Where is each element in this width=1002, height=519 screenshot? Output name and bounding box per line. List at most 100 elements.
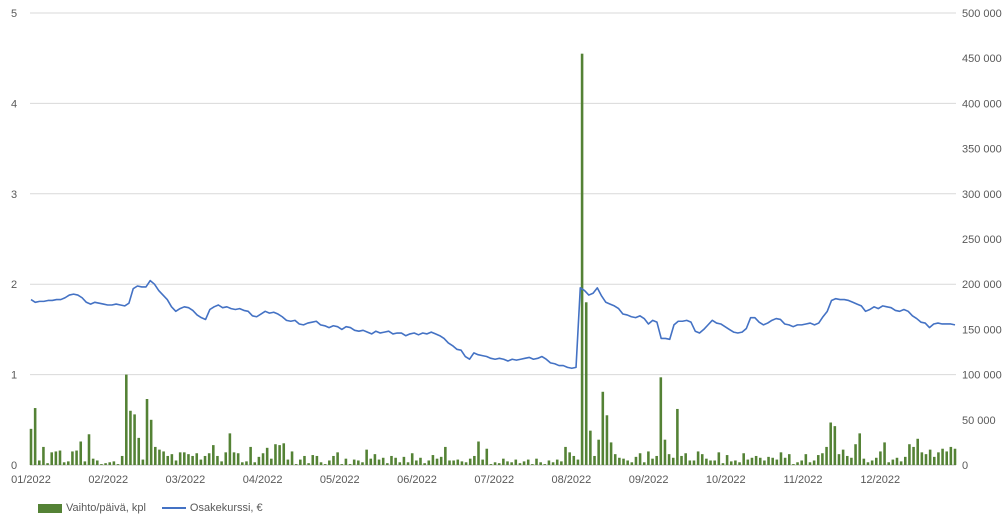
- volume-bar: [145, 399, 149, 465]
- volume-bar: [953, 448, 957, 465]
- volume-bar: [601, 391, 605, 465]
- volume-bar: [928, 449, 932, 465]
- volume-bar: [667, 454, 671, 465]
- volume-bar: [104, 463, 107, 465]
- volume-bar: [866, 462, 870, 465]
- volume-bar: [655, 455, 658, 465]
- volume-bar: [125, 374, 128, 465]
- volume-bar: [783, 457, 787, 465]
- volume-bar: [58, 450, 62, 465]
- volume-bar: [502, 458, 505, 465]
- volume-bar: [721, 463, 725, 465]
- x-tick-label: 04/2022: [243, 474, 283, 486]
- left-tick-label: 5: [11, 8, 17, 20]
- volume-bar: [199, 459, 203, 465]
- volume-bar: [576, 459, 580, 465]
- volume-bar: [195, 453, 199, 465]
- volume-bar: [373, 454, 377, 465]
- volume-bar: [597, 439, 600, 465]
- volume-bar: [796, 462, 799, 465]
- volume-bar: [232, 452, 236, 465]
- volume-bar: [874, 457, 878, 465]
- volume-bar: [763, 460, 766, 465]
- volume-bar: [568, 452, 571, 465]
- volume-bar: [236, 453, 240, 465]
- volume-bar: [220, 461, 223, 465]
- volume-bar: [899, 461, 903, 465]
- volume-bar: [96, 460, 99, 465]
- volume-bar: [228, 433, 232, 465]
- volume-bar: [522, 461, 526, 465]
- volume-bar: [112, 461, 116, 465]
- volume-bar: [589, 430, 592, 465]
- volume-bar: [734, 460, 737, 465]
- x-axis-ticks: 01/2022 02/2022 03/2022 04/2022 05/2022 06/20…: [11, 474, 900, 486]
- volume-bar: [315, 455, 319, 465]
- volume-bar: [709, 460, 712, 465]
- volume-bar: [336, 452, 339, 465]
- volume-bar: [821, 453, 824, 465]
- volume-bar: [684, 453, 687, 465]
- right-tick-label: 450 000: [962, 53, 1002, 65]
- volume-bar: [274, 444, 277, 465]
- volume-bar: [386, 463, 389, 465]
- volume-bar: [311, 455, 315, 465]
- volume-bar: [357, 460, 360, 465]
- right-tick-label: 200 000: [962, 279, 1002, 291]
- volume-bar: [170, 454, 174, 465]
- x-tick-label: 12/2022: [860, 474, 900, 486]
- volume-bar: [833, 426, 837, 465]
- volume-bar: [33, 408, 37, 465]
- volume-bar: [526, 459, 530, 465]
- right-axis-ticks: 0 50 000 100 000 150 000 200 000 250 000 300 0…: [962, 8, 1002, 472]
- volume-bars: [29, 53, 957, 466]
- volume-bar: [775, 459, 779, 465]
- volume-bar: [638, 453, 642, 465]
- volume-bar: [663, 439, 667, 465]
- volume-bar: [456, 459, 460, 465]
- right-tick-label: 50 000: [962, 415, 996, 427]
- volume-bar: [158, 449, 161, 465]
- volume-bar: [38, 460, 41, 465]
- volume-bar: [742, 453, 745, 465]
- volume-bar: [580, 53, 584, 466]
- volume-bar: [448, 460, 451, 465]
- price-line: [30, 279, 956, 370]
- volume-bar: [174, 460, 178, 465]
- volume-bar: [398, 462, 402, 465]
- volume-bar: [891, 459, 895, 465]
- volume-bar: [340, 464, 344, 465]
- volume-bar: [547, 460, 551, 465]
- volume-bar: [29, 428, 33, 465]
- volume-bar: [613, 454, 617, 465]
- volume-bar: [787, 454, 791, 465]
- right-tick-label: 250 000: [962, 234, 1002, 246]
- volume-bar: [67, 461, 70, 465]
- volume-bar: [423, 463, 426, 465]
- volume-bar: [212, 445, 215, 465]
- volume-bar: [460, 461, 464, 465]
- volume-bar: [464, 462, 468, 465]
- volume-bar: [539, 462, 542, 465]
- volume-bar: [493, 462, 497, 465]
- volume-bar: [605, 415, 609, 465]
- volume-bar: [506, 461, 509, 465]
- volume-bar: [332, 455, 335, 465]
- volume-bar: [477, 441, 480, 465]
- volume-bar: [845, 455, 849, 465]
- volume-bar: [676, 408, 679, 465]
- left-axis-ticks: 0 1 2 3 4 5: [11, 8, 17, 472]
- volume-bar: [381, 457, 385, 465]
- volume-bar: [307, 463, 310, 465]
- volume-bar: [100, 464, 103, 465]
- volume-bar: [584, 302, 588, 465]
- volume-bar: [696, 451, 700, 465]
- volume-bar: [560, 461, 563, 465]
- volume-bar: [75, 450, 78, 465]
- right-tick-label: 300 000: [962, 189, 1002, 201]
- x-tick-label: 05/2022: [320, 474, 360, 486]
- volume-bar: [758, 457, 762, 465]
- volume-bar: [50, 452, 53, 465]
- volume-bar: [444, 446, 447, 465]
- volume-bar: [630, 462, 634, 465]
